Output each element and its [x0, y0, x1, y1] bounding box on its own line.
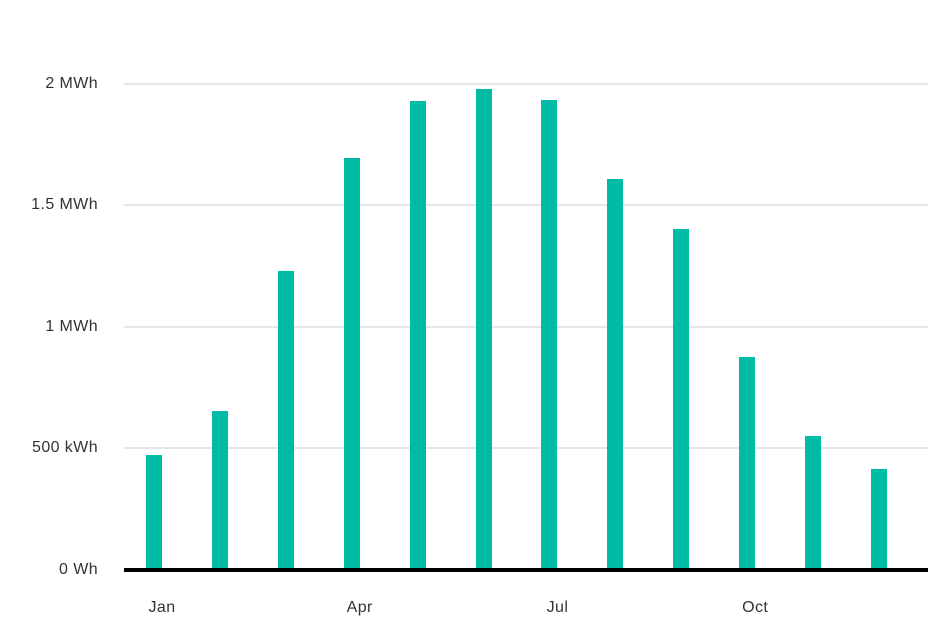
bar-jul[interactable] [541, 99, 558, 570]
y-axis-label: 1 MWh [45, 317, 98, 335]
bar-sep[interactable] [673, 228, 690, 570]
bar-feb[interactable] [211, 410, 228, 570]
x-axis-label: Oct [742, 599, 769, 616]
y-axis-label: 1.5 MWh [31, 196, 98, 213]
bar-may[interactable] [409, 101, 426, 570]
x-axis-label: Jan [148, 599, 176, 616]
bar-jun[interactable] [475, 88, 492, 570]
x-axis-line [124, 568, 928, 572]
x-axis-label: Apr [346, 599, 373, 616]
x-axis-label: Jul [546, 599, 569, 616]
bar-aug[interactable] [607, 178, 624, 570]
bar-apr[interactable] [343, 158, 360, 570]
bar-jan[interactable] [146, 454, 162, 570]
bar-mar[interactable] [277, 271, 294, 570]
bar-dec[interactable] [871, 469, 887, 570]
y-axis-label: 2 MWh [45, 74, 98, 92]
bar-oct[interactable] [739, 357, 756, 570]
gridline-500 [124, 447, 928, 449]
gridline-1500 [124, 204, 928, 206]
y-axis-label: 500 kWh [32, 439, 98, 456]
gridline-2000 [124, 82, 928, 85]
y-axis-label: 0 Wh [59, 560, 98, 578]
gridline-1000 [124, 325, 928, 328]
bar-nov[interactable] [805, 436, 822, 570]
